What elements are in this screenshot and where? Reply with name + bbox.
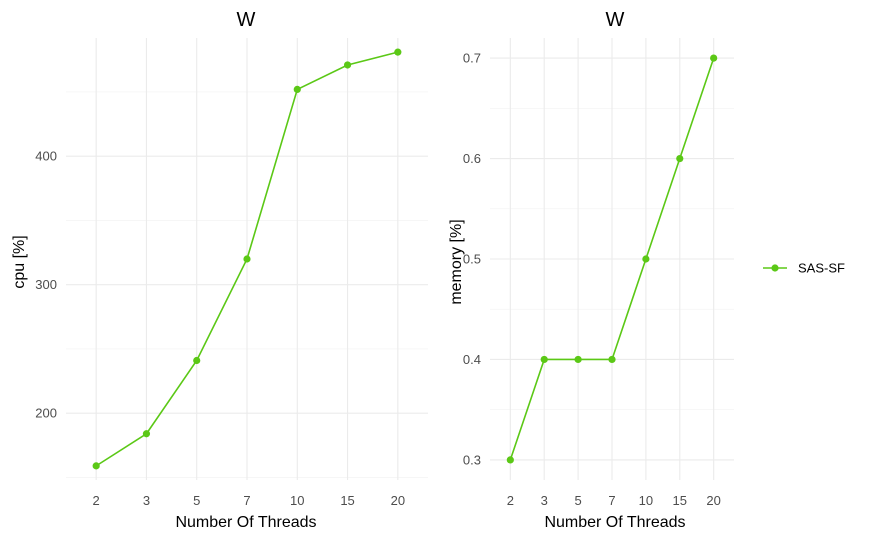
memory-x-tick-label: 5 [574,493,581,508]
memory-y-ticks: 0.3 0.4 0.5 0.6 0.7 [463,51,481,468]
cpu-data-point [92,462,100,470]
memory-chart-title: W [606,9,625,31]
memory-x-tick-label: 2 [507,493,514,508]
cpu-chart-title: W [237,9,256,31]
memory-x-ticks: 2 3 5 7 10 15 20 [507,493,721,508]
cpu-data-point [243,255,251,263]
cpu-y-tick-label: 400 [35,149,57,164]
cpu-data-point [394,48,402,56]
memory-x-tick-label: 10 [639,493,653,508]
cpu-data-point [193,356,201,365]
cpu-x-tick-label: 20 [391,493,405,508]
cpu-x-tick-label: 7 [243,493,250,508]
cpu-data-point [142,430,151,438]
cpu-data-point [343,61,352,69]
memory-x-axis-title: Number Of Threads [544,514,685,531]
cpu-x-tick-label: 3 [143,493,150,508]
memory-x-tick-label: 7 [608,493,615,508]
memory-data-point [506,456,514,464]
cpu-y-tick-label: 300 [35,277,57,292]
memory-grid [490,38,734,480]
memory-y-tick-label: 0.7 [463,51,481,66]
legend-label-sas-sf: SAS-SF [798,261,845,276]
memory-data-point [642,255,650,263]
memory-y-tick-label: 0.3 [463,452,481,467]
memory-data-point [574,355,582,364]
memory-data-point [540,355,548,364]
cpu-x-tick-label: 2 [93,493,100,508]
memory-y-axis-title: memory [%] [448,219,465,304]
cpu-y-ticks: 200 300 400 [35,149,57,421]
cpu-x-tick-label: 10 [290,493,304,508]
cpu-series [92,48,402,470]
memory-x-tick-label: 3 [541,493,548,508]
memory-x-tick-label: 15 [673,493,687,508]
legend: SAS-SF [763,261,845,276]
cpu-data-point [293,85,301,93]
cpu-x-axis-title: Number Of Threads [175,514,316,531]
memory-panel: W 0.3 0.4 0.5 0.6 0.7 2 3 5 7 10 15 20 Number Of T… [448,9,734,531]
memory-data-point [608,355,616,364]
cpu-panel: W 200 300 400 2 3 5 7 10 15 20 Number Of Threads… [11,9,428,531]
memory-y-tick-label: 0.6 [463,151,481,166]
cpu-x-ticks: 2 3 5 7 10 15 20 [93,493,406,508]
legend-point-swatch [771,264,779,272]
memory-y-tick-label: 0.5 [463,252,481,267]
memory-series [506,54,718,464]
memory-y-tick-label: 0.4 [463,352,481,367]
cpu-x-tick-label: 5 [193,493,200,508]
cpu-y-tick-label: 200 [35,406,57,421]
cpu-y-axis-title: cpu [%] [11,235,28,288]
memory-data-point [710,54,718,62]
cpu-x-tick-label: 15 [340,493,354,508]
cpu-grid [66,38,428,480]
memory-data-point [676,154,684,163]
memory-x-tick-label: 20 [706,493,720,508]
